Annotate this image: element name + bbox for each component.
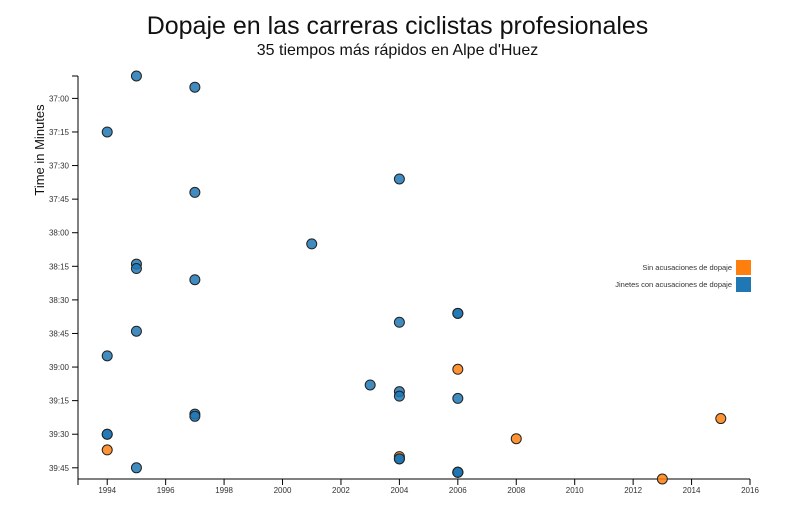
y-tick-label: 37:30 xyxy=(49,162,70,171)
y-tick: 37:30 xyxy=(49,162,78,171)
y-tick: 38:45 xyxy=(49,329,78,338)
dot-doping[interactable] xyxy=(130,263,142,275)
dot-doping[interactable] xyxy=(393,316,405,328)
y-axis-label: Time in Minutes xyxy=(32,104,47,196)
dot-doping[interactable] xyxy=(393,453,405,465)
dot-doping[interactable] xyxy=(393,173,405,185)
legend-item: Sin acusaciones de dopaje xyxy=(642,260,751,275)
y-tick: 39:30 xyxy=(49,430,78,439)
legend-swatch xyxy=(736,260,751,275)
dot-doping[interactable] xyxy=(101,428,113,440)
y-tick: 38:30 xyxy=(49,296,78,305)
y-tick-label: 37:45 xyxy=(49,195,70,204)
x-tick-label: 2008 xyxy=(507,486,525,495)
dot-doping[interactable] xyxy=(189,186,201,198)
dot-doping[interactable] xyxy=(130,325,142,337)
x-tick: 2010 xyxy=(566,479,584,495)
y-tick-label: 37:00 xyxy=(49,94,70,103)
dot-no-doping[interactable] xyxy=(510,433,522,445)
dot-doping[interactable] xyxy=(130,462,142,474)
x-tick-label: 1998 xyxy=(215,486,233,495)
y-tick-label: 39:15 xyxy=(49,397,70,406)
y-tick: 38:00 xyxy=(49,229,78,238)
y-tick-label: 39:00 xyxy=(49,363,70,372)
x-tick-label: 2000 xyxy=(274,486,292,495)
x-tick-label: 2016 xyxy=(741,486,759,495)
legend: Sin acusaciones de dopaje Jinetes con acu… xyxy=(615,260,751,292)
x-tick: 1994 xyxy=(98,479,117,495)
y-tick: 37:15 xyxy=(49,128,78,137)
dot-doping[interactable] xyxy=(101,350,113,362)
dot-doping[interactable] xyxy=(130,70,142,82)
dot-no-doping[interactable] xyxy=(715,413,727,425)
y-tick: 39:45 xyxy=(49,464,78,473)
x-tick: 2000 xyxy=(274,479,292,495)
x-tick-label: 2006 xyxy=(449,486,467,495)
legend-item: Jinetes con acusaciones de dopaje xyxy=(615,277,751,292)
y-tick: 37:45 xyxy=(49,195,78,204)
x-tick-label: 2014 xyxy=(683,486,701,495)
x-tick: 2008 xyxy=(507,479,526,495)
y-tick-label: 39:45 xyxy=(49,464,70,473)
y-tick-label: 39:30 xyxy=(49,430,70,439)
dot-doping[interactable] xyxy=(189,81,201,93)
x-tick: 2012 xyxy=(624,479,643,495)
y-tick: 39:00 xyxy=(49,363,78,372)
chart-subtitle: 35 tiempos más rápidos en Alpe d'Huez xyxy=(256,42,539,59)
x-tick: 2002 xyxy=(332,479,350,495)
x-tick-label: 1996 xyxy=(157,486,175,495)
dot-doping[interactable] xyxy=(393,390,405,402)
y-axis: 37:00 37:15 37:30 37:45 38:00 38:15 38:30 38:45… xyxy=(49,75,79,479)
y-tick: 38:15 xyxy=(49,262,78,271)
x-tick-label: 2012 xyxy=(624,486,642,495)
x-axis: 1994 1996 1998 2000 2002 2004 2006 2008 2010 2012… xyxy=(77,478,759,495)
x-tick: 2004 xyxy=(390,479,409,495)
legend-swatch xyxy=(736,277,751,292)
x-tick: 2014 xyxy=(683,479,701,495)
dot-doping[interactable] xyxy=(306,238,318,250)
y-tick: 37:00 xyxy=(49,94,78,103)
y-tick-label: 37:15 xyxy=(49,128,70,137)
x-tick: 1996 xyxy=(157,479,175,495)
chart-title: Dopaje en las carreras ciclistas profesi… xyxy=(146,12,649,40)
x-tick: 2016 xyxy=(741,479,759,495)
legend-label: Sin acusaciones de dopaje xyxy=(642,263,732,272)
x-tick-label: 2004 xyxy=(390,486,408,495)
y-tick-label: 38:15 xyxy=(49,262,70,271)
dot-doping[interactable] xyxy=(189,274,201,286)
dot-no-doping[interactable] xyxy=(101,444,113,456)
y-tick-label: 38:00 xyxy=(49,229,70,238)
dot-doping[interactable] xyxy=(452,392,464,404)
dot-doping[interactable] xyxy=(452,307,464,319)
dot-doping[interactable] xyxy=(364,379,376,391)
data-points xyxy=(101,70,727,485)
dot-doping[interactable] xyxy=(101,126,113,138)
x-tick-label: 2010 xyxy=(566,486,584,495)
dot-no-doping[interactable] xyxy=(452,363,464,375)
dot-doping[interactable] xyxy=(189,410,201,422)
x-tick-label: 1994 xyxy=(98,486,116,495)
legend-label: Jinetes con acusaciones de dopaje xyxy=(615,280,732,289)
x-tick: 1998 xyxy=(215,479,234,495)
y-tick-label: 38:30 xyxy=(49,296,70,305)
dot-no-doping[interactable] xyxy=(656,473,668,485)
x-tick: 2006 xyxy=(449,479,467,495)
y-tick: 39:15 xyxy=(49,397,78,406)
x-tick-label: 2002 xyxy=(332,486,350,495)
dot-doping[interactable] xyxy=(452,466,464,478)
y-tick-label: 38:45 xyxy=(49,329,70,338)
